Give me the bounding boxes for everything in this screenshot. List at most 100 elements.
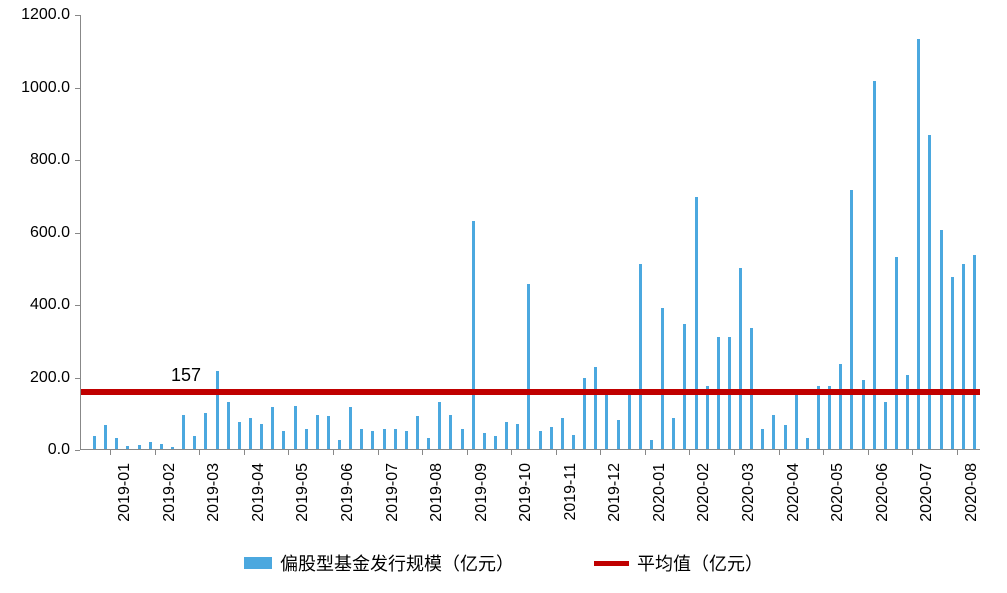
x-tick-mark: [199, 450, 200, 455]
bar: [472, 221, 475, 449]
bar: [539, 431, 542, 449]
bar: [661, 308, 664, 449]
bar: [93, 436, 96, 449]
bar: [249, 418, 252, 449]
bar: [461, 429, 464, 449]
x-tick-label: 2019-10: [517, 463, 535, 522]
x-tick-label: 2019-01: [116, 463, 134, 522]
x-tick-mark: [155, 450, 156, 455]
bar: [561, 418, 564, 449]
x-tick-label: 2019-03: [205, 463, 223, 522]
bar: [761, 429, 764, 449]
average-label: 157: [171, 365, 201, 386]
bar: [193, 436, 196, 449]
bar: [906, 375, 909, 449]
bar: [115, 438, 118, 449]
bar: [227, 402, 230, 449]
bar: [182, 415, 185, 449]
x-tick-mark: [288, 450, 289, 455]
bar: [349, 407, 352, 449]
bar: [617, 420, 620, 449]
bar: [962, 264, 965, 449]
bar: [371, 431, 374, 449]
bar: [238, 422, 241, 449]
x-tick-mark: [333, 450, 334, 455]
legend-label-bars: 偏股型基金发行规模（亿元）: [280, 550, 514, 576]
x-tick-mark: [110, 450, 111, 455]
x-tick-label: 2020-04: [785, 463, 803, 522]
bar: [438, 402, 441, 449]
x-tick-label: 2019-09: [473, 463, 491, 522]
legend-swatch-line-icon: [594, 561, 629, 566]
x-tick-mark: [422, 450, 423, 455]
x-tick-label: 2019-06: [339, 463, 357, 522]
bar: [928, 135, 931, 449]
bar: [149, 442, 152, 449]
x-tick-label: 2019-08: [428, 463, 446, 522]
x-tick-mark: [645, 450, 646, 455]
bar: [772, 415, 775, 449]
y-tick-label: 600.0: [30, 224, 70, 242]
y-tick-label: 1000.0: [21, 79, 70, 97]
x-tick-label: 2019-12: [606, 463, 624, 522]
bar: [316, 415, 319, 449]
bar: [271, 407, 274, 449]
bar: [739, 268, 742, 449]
bar: [483, 433, 486, 449]
x-tick-label: 2020-06: [874, 463, 892, 522]
bar: [605, 389, 608, 449]
x-tick-mark: [600, 450, 601, 455]
bar: [294, 406, 297, 450]
legend-item-bars: 偏股型基金发行规模（亿元）: [244, 550, 514, 576]
bar: [628, 395, 631, 449]
bar: [951, 277, 954, 449]
x-tick-mark: [556, 450, 557, 455]
y-tick-label: 800.0: [30, 151, 70, 169]
bar: [917, 39, 920, 449]
x-tick-mark: [868, 450, 869, 455]
bar: [672, 418, 675, 449]
x-tick-mark: [244, 450, 245, 455]
x-tick-mark: [467, 450, 468, 455]
bar: [505, 422, 508, 449]
x-tick-mark: [912, 450, 913, 455]
bar: [494, 436, 497, 449]
bar: [572, 435, 575, 450]
bar: [884, 402, 887, 449]
x-tick-mark: [957, 450, 958, 455]
bar: [126, 446, 129, 449]
bar: [795, 395, 798, 449]
bar: [550, 427, 553, 449]
x-tick-label: 2019-04: [250, 463, 268, 522]
x-tick-label: 2020-02: [695, 463, 713, 522]
average-line: [81, 389, 980, 395]
bar: [405, 431, 408, 449]
bar: [160, 444, 163, 449]
plot-area: 157: [80, 15, 980, 450]
legend-label-line: 平均值（亿元）: [637, 550, 763, 576]
bar: [806, 438, 809, 449]
bar: [850, 190, 853, 449]
x-tick-label: 2019-07: [384, 463, 402, 522]
y-tick-mark: [75, 450, 80, 451]
bar: [171, 447, 174, 449]
y-tick-label: 0.0: [48, 441, 70, 459]
bar: [216, 371, 219, 449]
x-tick-mark: [511, 450, 512, 455]
bar: [416, 416, 419, 449]
bar: [527, 284, 530, 449]
x-tick-label: 2020-05: [829, 463, 847, 522]
bar: [383, 429, 386, 449]
bar: [360, 429, 363, 449]
bar: [449, 415, 452, 449]
y-axis: 0.0200.0400.0600.0800.01000.01200.0: [10, 10, 75, 450]
bar: [204, 413, 207, 449]
x-tick-label: 2019-11: [562, 463, 580, 521]
y-tick-label: 400.0: [30, 296, 70, 314]
x-tick-mark: [689, 450, 690, 455]
bar: [516, 424, 519, 449]
bars-group: [81, 15, 980, 449]
x-tick-mark: [734, 450, 735, 455]
legend-item-line: 平均值（亿元）: [594, 550, 763, 576]
bar: [594, 367, 597, 449]
